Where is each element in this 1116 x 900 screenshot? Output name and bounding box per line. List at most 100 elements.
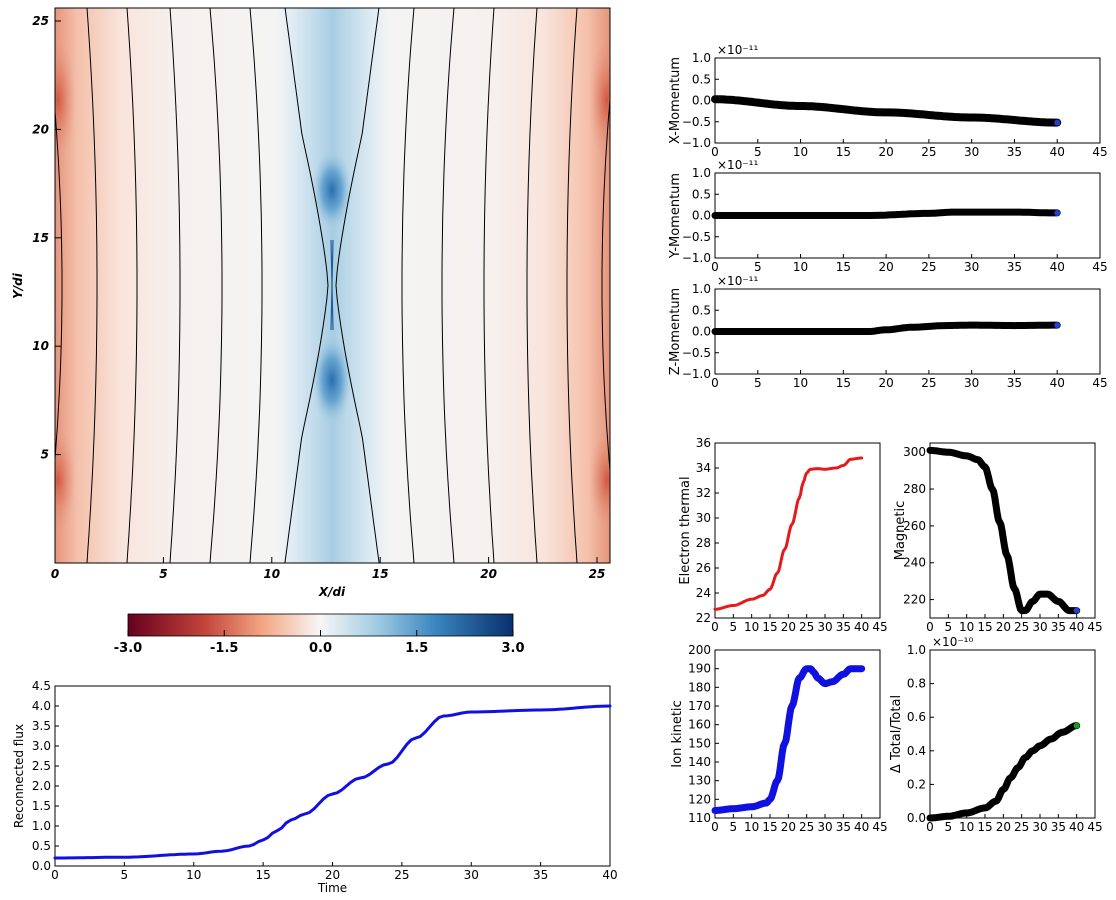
- y_momentum-xtick-label: 25: [921, 260, 936, 274]
- magnetic-end-marker: [1073, 607, 1080, 614]
- y_momentum-ytick-label: −0.5: [682, 230, 711, 244]
- delta_total-xtick-label: 35: [1051, 820, 1066, 834]
- reconnected_flux-ylabel: Reconnected flux: [12, 724, 26, 828]
- delta_total-frame: [929, 649, 1096, 819]
- y_momentum-xtick-label: 40: [1050, 260, 1065, 274]
- field-line: [601, 94, 610, 476]
- z_momentum-multiplier: ×10⁻¹¹: [717, 274, 758, 288]
- field-line: [566, 8, 578, 563]
- y_momentum-xtick-label: 35: [1007, 260, 1022, 274]
- z_momentum-ytick-label: 0.5: [692, 303, 711, 317]
- field-line: [483, 8, 495, 563]
- z_momentum-ylabel: Z-Momentum: [668, 288, 683, 375]
- x_momentum-ytick-label: 0.5: [692, 72, 711, 86]
- electron_thermal-series-line: [713, 456, 864, 611]
- electron_thermal-frame: [714, 442, 881, 619]
- delta_total-xtick-label: 15: [977, 820, 992, 834]
- ion_kinetic-xtick-label: 30: [817, 820, 832, 834]
- magnetic-xtick-label: 40: [1069, 620, 1084, 634]
- z_momentum-panel: 0 5 10 15 20 25 30 35 40 45 1.0 0.5 0.0 −0.5 −1.0Z-Mom…: [668, 274, 1108, 390]
- electron_thermal-xtick-label: 45: [872, 620, 887, 634]
- reconnected_flux-series-line: [53, 704, 612, 860]
- electron_thermal-ylabel: Electron thermal: [678, 476, 693, 584]
- magnetic-xtick-label: 25: [1014, 620, 1029, 634]
- y_momentum-xtick-label: 10: [793, 260, 808, 274]
- ion_kinetic-ytick-label: 160: [688, 718, 711, 732]
- magnetic-ytick-label: 240: [903, 556, 926, 570]
- field-map-panel: 0 5 10 15 20 25 5 10 15 20 25 X/di Y/di: [11, 7, 611, 599]
- current-sheet: [330, 239, 334, 331]
- z_momentum-xtick-label: 0: [711, 376, 719, 390]
- reconnected_flux-xtick-label: 15: [255, 868, 270, 882]
- field-map-xtick-label: 15: [372, 567, 389, 581]
- ion_kinetic-ytick-label: 170: [688, 699, 711, 713]
- z_momentum-ytick-label: −1.0: [682, 367, 711, 381]
- reconnected_flux-xtick-label: 20: [325, 868, 340, 882]
- ion_kinetic-ytick-label: 130: [688, 774, 711, 788]
- z_momentum-xtick-label: 5: [754, 376, 762, 390]
- y_momentum-multiplier: ×10⁻¹¹: [717, 158, 758, 172]
- ion_kinetic-ytick-label: 200: [688, 643, 711, 657]
- field-map-ylabel: Y/di: [11, 272, 25, 299]
- z_momentum-xtick-label: 40: [1050, 376, 1065, 390]
- lower-blue-blob: [312, 335, 352, 425]
- magnetic-xtick-label: 15: [977, 620, 992, 634]
- y_momentum-ytick-label: 0.0: [692, 209, 711, 223]
- upper-blue-blob: [312, 150, 352, 230]
- z_momentum-xtick-label: 10: [793, 376, 808, 390]
- delta_total-xtick-label: 45: [1087, 820, 1102, 834]
- magnetic-ytick-label: 280: [903, 482, 926, 496]
- x_momentum-xtick-label: 10: [793, 145, 808, 159]
- x_momentum-xtick-label: 5: [754, 145, 762, 159]
- reconnected_flux-xtick-label: 40: [602, 868, 617, 882]
- z_momentum-series-line: [711, 321, 1061, 335]
- x_momentum-ytick-label: −0.5: [682, 115, 711, 129]
- ion_kinetic-ytick-label: 150: [688, 736, 711, 750]
- reconnected_flux-ytick-label: 1.5: [32, 799, 51, 813]
- field-map-xlabel: X/di: [318, 585, 346, 599]
- colorbar-tick-label: -3.0: [114, 641, 142, 656]
- x_momentum-xtick-label: 35: [1007, 145, 1022, 159]
- y_momentum-panel: 0 5 10 15 20 25 30 35 40 45 1.0 0.5 0.0 −0.5 −1.0Y-Mom…: [668, 158, 1108, 274]
- field-line: [284, 8, 329, 563]
- colorbar-tick-label: 3.0: [501, 641, 524, 656]
- y_momentum-xtick-label: 15: [836, 260, 851, 274]
- ion_kinetic-ytick-label: 120: [688, 792, 711, 806]
- field-line: [401, 8, 415, 563]
- electron_thermal-ytick-label: 34: [696, 461, 711, 475]
- reconnected_flux-xtick-label: 30: [464, 868, 479, 882]
- left-red-edge-lower: [55, 430, 76, 530]
- ion_kinetic-xtick-label: 35: [836, 820, 851, 834]
- y_momentum-xtick-label: 45: [1092, 260, 1107, 274]
- reconnected_flux-xtick-label: 35: [533, 868, 548, 882]
- electron_thermal-ytick-label: 32: [696, 486, 711, 500]
- delta_total-ytick-label: 0.6: [907, 710, 926, 724]
- x_momentum-end-marker: [1054, 119, 1061, 126]
- right-red-edge-upper: [589, 40, 610, 160]
- ion_kinetic-xtick-label: 10: [744, 820, 759, 834]
- ion_kinetic-xtick-label: 0: [711, 820, 719, 834]
- y_momentum-ytick-label: 1.0: [692, 166, 711, 180]
- field-line: [169, 8, 181, 563]
- ion_kinetic-xtick-label: 45: [872, 820, 887, 834]
- ion_kinetic-xtick-label: 15: [762, 820, 777, 834]
- line-panels: 0 5 10 15 20 25 30 35 400.00.51.01.52.02.53.03.5…: [12, 43, 1108, 895]
- delta_total-ylabel: Δ Total/Total: [889, 695, 904, 773]
- field-line: [209, 8, 223, 563]
- reconnected_flux-ytick-label: 0.0: [32, 859, 51, 873]
- reconnected_flux-ytick-label: 4.0: [32, 699, 51, 713]
- ion_kinetic-ytick-label: 140: [688, 755, 711, 769]
- x_momentum-xtick-label: 45: [1092, 145, 1107, 159]
- z_momentum-xtick-label: 35: [1007, 376, 1022, 390]
- field-line: [126, 8, 138, 563]
- magnetic-xtick-label: 5: [945, 620, 953, 634]
- field-line: [526, 8, 538, 563]
- electron_thermal-xtick-label: 15: [762, 620, 777, 634]
- z_momentum-ytick-label: −0.5: [682, 346, 711, 360]
- right-red-edge-lower: [589, 430, 610, 530]
- electron_thermal-ytick-label: 26: [696, 561, 711, 575]
- colorbar-tick-label: 1.5: [405, 641, 428, 656]
- delta_total-xtick-label: 0: [926, 820, 934, 834]
- field-map-ytick-label: 10: [32, 339, 49, 353]
